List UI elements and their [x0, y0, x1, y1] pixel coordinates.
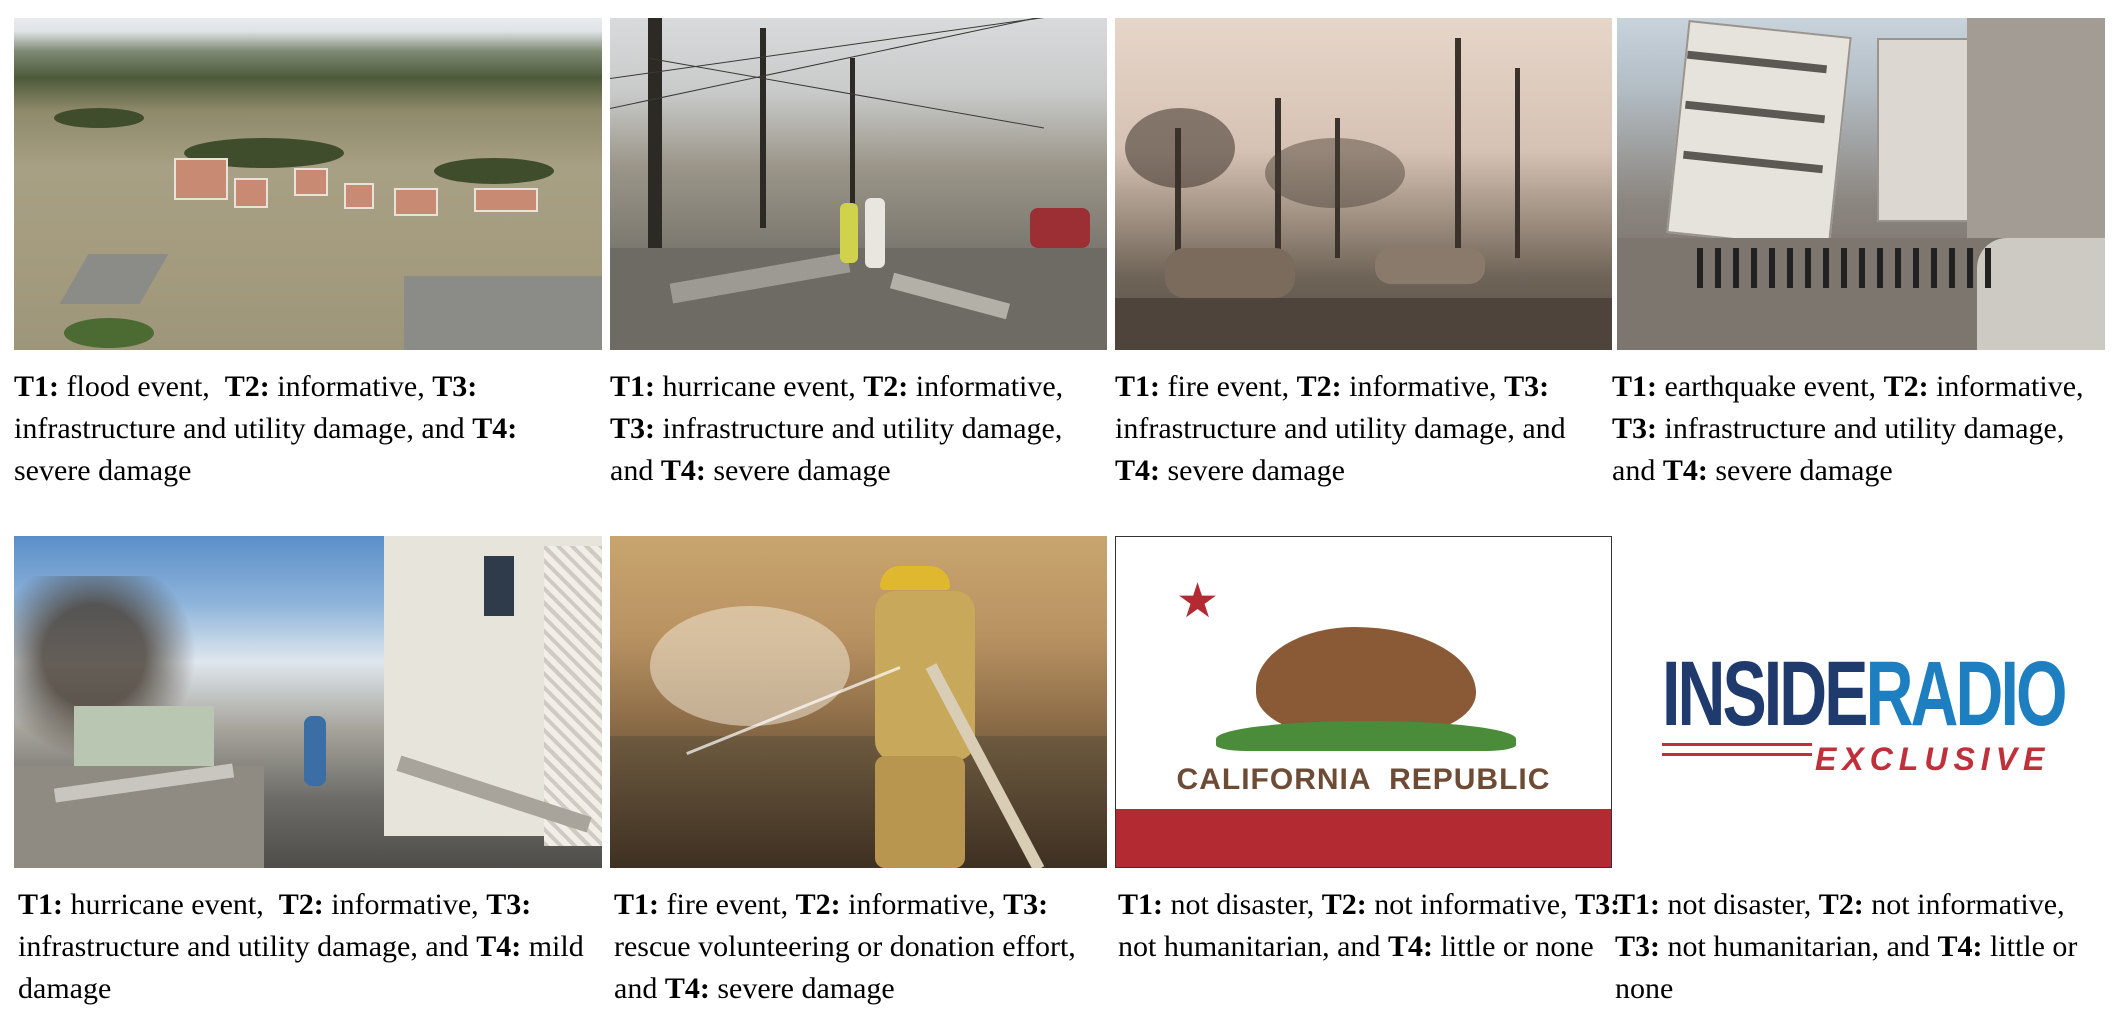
caption-text: hurricane event, [63, 888, 279, 921]
caption-label: T4: [472, 412, 518, 445]
caption-label: T1: [14, 370, 59, 403]
caption-label: T1: [1615, 888, 1660, 921]
caption-hurricane: T1: hurricane event, T2: informative, T3… [610, 366, 1110, 492]
caption-label: T2: [278, 888, 324, 921]
caption-text: informative, [269, 370, 433, 403]
caption-label: T2: [1321, 888, 1367, 921]
caption-text: infrastructure and utility damage, and [1115, 370, 1574, 445]
caption-text: informative, [1341, 370, 1505, 403]
caption-label: T3: [610, 412, 655, 445]
caption-text: severe damage [1707, 454, 1893, 487]
earthquake-photo [1617, 18, 2105, 350]
caption-flood: T1: flood event, T2: informative, T3: in… [14, 366, 594, 492]
caption-label: T1: [1118, 888, 1163, 921]
bear-icon [1256, 627, 1476, 737]
caption-text: informative, [323, 888, 487, 921]
caption-text: not disaster, [1660, 888, 1819, 921]
caption-label: T2: [795, 888, 841, 921]
caption-label: T1: [614, 888, 659, 921]
caption-label: T4: [660, 454, 706, 487]
caption-text: fire event, [659, 888, 796, 921]
caption-text: not informative, [1366, 888, 1576, 921]
caption-label: T3: [1615, 930, 1660, 963]
caption-text: hurricane event, [655, 370, 864, 403]
caption-text: infrastructure and utility damage, and [14, 370, 485, 445]
caption-label: T1: [18, 888, 63, 921]
flag-text: CALIFORNIA REPUBLIC [1176, 763, 1551, 796]
star-icon: ★ [1176, 573, 1220, 629]
caption-label: T3: [432, 370, 478, 403]
caption-label: T2: [1296, 370, 1342, 403]
caption-text: severe damage [709, 972, 895, 1005]
fire-photo [1115, 18, 1612, 350]
caption-text: infrastructure and utility damage, and [18, 888, 539, 963]
logo-subtitle: EXCLUSIVE [1815, 741, 2051, 777]
caption-text: severe damage [1160, 454, 1345, 487]
caption-hurricane-mild: T1: hurricane event, T2: informative, T3… [18, 884, 598, 1010]
logo-line-2 [1662, 753, 1812, 756]
caption-firefighter: T1: fire event, T2: informative, T3: res… [614, 884, 1114, 1010]
caption-label: T1: [1612, 370, 1657, 403]
insideradio-logo-image: INSIDERADIO EXCLUSIVE [1617, 536, 2105, 868]
logo-wordmark: INSIDERADIO [1662, 643, 2067, 745]
caption-text: not informative, [1863, 888, 2073, 921]
caption-label: T3: [1575, 888, 1621, 921]
caption-text: infrastructure and utility damage, and [610, 412, 1070, 487]
caption-label: T4: [476, 930, 522, 963]
caption-fire: T1: fire event, T2: informative, T3: inf… [1115, 366, 1615, 492]
caption-text: flood event, [59, 370, 225, 403]
caption-text: not disaster, [1163, 888, 1322, 921]
caption-text: fire event, [1160, 370, 1297, 403]
caption-flag: T1: not disaster, T2: not informative, T… [1118, 884, 1628, 968]
logo-line-1 [1662, 743, 1812, 746]
caption-earthquake: T1: earthquake event, T2: informative, T… [1612, 366, 2112, 492]
caption-label: T2: [863, 370, 909, 403]
caption-label: T4: [1387, 930, 1433, 963]
caption-text: not humanitarian, and [1118, 888, 1628, 963]
caption-label: T3: [1003, 888, 1049, 921]
caption-label: T3: [486, 888, 532, 921]
caption-label: T1: [1115, 370, 1160, 403]
caption-logo: T1: not disaster, T2: not informative, T… [1615, 884, 2114, 1010]
caption-label: T3: [1504, 370, 1550, 403]
caption-label: T1: [610, 370, 655, 403]
caption-text: infrastructure and utility damage, and [1612, 412, 2072, 487]
caption-text: informative, [840, 888, 1004, 921]
caption-text: rescue volunteering or donation effort, … [614, 888, 1084, 1005]
hurricane-mild-photo [14, 536, 602, 868]
caption-text: little or none [1432, 930, 1594, 963]
flood-photo [14, 18, 602, 350]
caption-label: T2: [1818, 888, 1864, 921]
caption-label: T4: [1937, 930, 1983, 963]
caption-label: T4: [1662, 454, 1708, 487]
caption-text: severe damage [705, 454, 891, 487]
caption-text: informative, [1928, 370, 2092, 403]
caption-label: T4: [664, 972, 710, 1005]
caption-text: mild damage [18, 930, 592, 1005]
caption-text: informative, [908, 370, 1071, 403]
california-flag-image: ★ CALIFORNIA REPUBLIC [1115, 536, 1612, 868]
caption-text: not humanitarian, and [1660, 930, 1938, 963]
caption-text: little or none [1615, 930, 2085, 1005]
caption-label: T3: [1612, 412, 1657, 445]
caption-label: T2: [1883, 370, 1929, 403]
caption-text: severe damage [14, 412, 525, 487]
caption-text: earthquake event, [1657, 370, 1884, 403]
caption-label: T2: [224, 370, 270, 403]
firefighter-photo [610, 536, 1107, 868]
hurricane-photo [610, 18, 1107, 350]
caption-label: T4: [1115, 454, 1160, 487]
